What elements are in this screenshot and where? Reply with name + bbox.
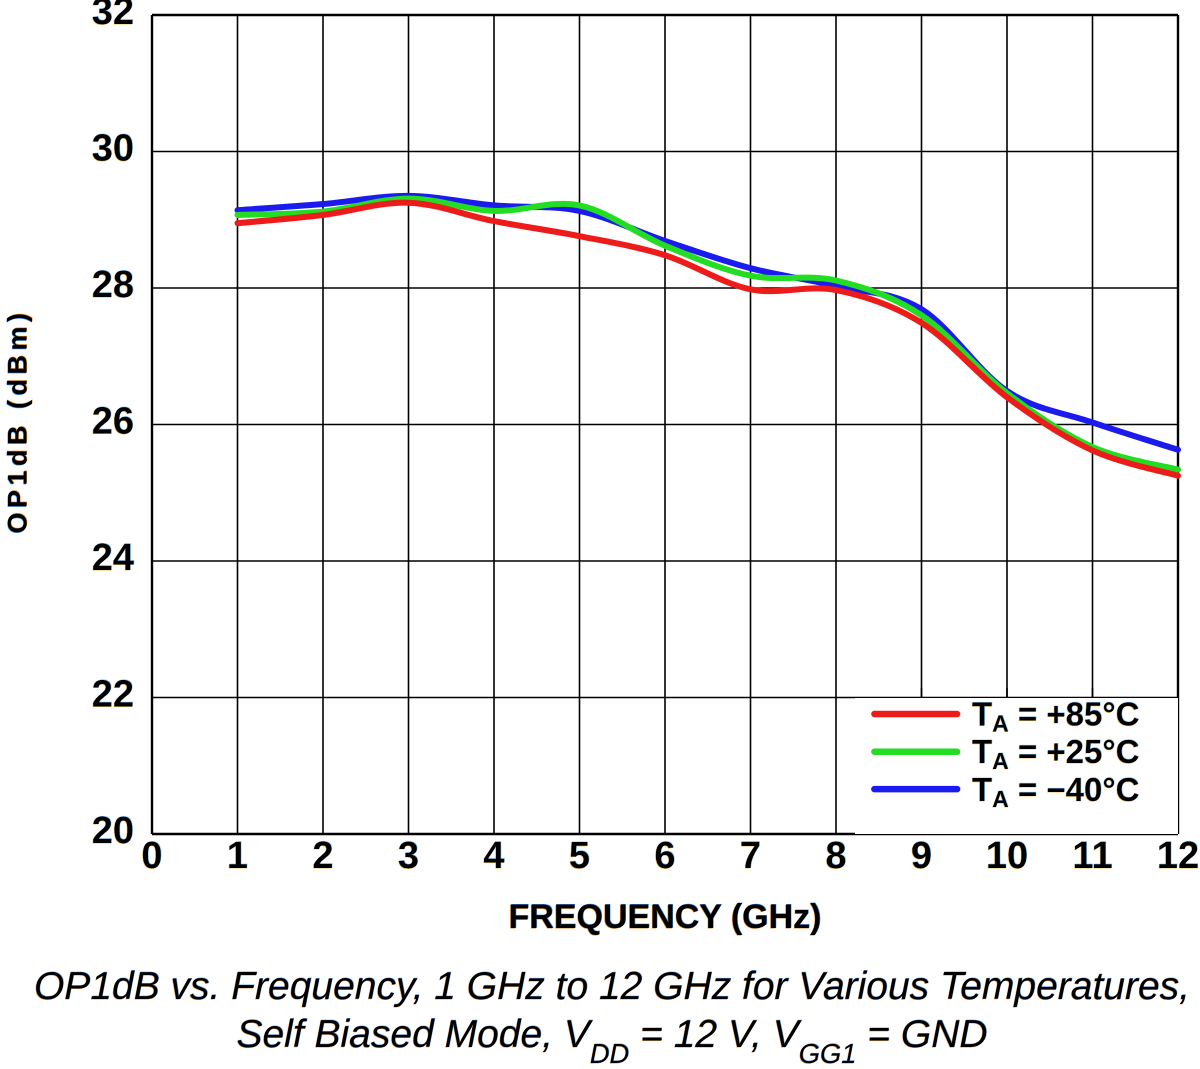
svg-text:3: 3 [398, 835, 419, 877]
svg-text:24: 24 [92, 537, 134, 579]
svg-text:26: 26 [92, 401, 134, 443]
svg-text:6: 6 [654, 835, 675, 877]
svg-text:8: 8 [825, 835, 846, 877]
svg-text:11: 11 [1072, 835, 1112, 877]
svg-text:12: 12 [1157, 835, 1199, 877]
svg-text:1: 1 [227, 835, 248, 877]
svg-text:28: 28 [92, 264, 134, 306]
svg-text:30: 30 [92, 128, 134, 170]
svg-text:32: 32 [92, 0, 134, 33]
svg-text:4: 4 [483, 835, 504, 877]
svg-text:20: 20 [92, 810, 134, 852]
svg-text:9: 9 [911, 835, 932, 877]
svg-text:10: 10 [986, 835, 1028, 877]
svg-text:7: 7 [740, 835, 761, 877]
svg-text:5: 5 [569, 835, 590, 877]
svg-text:2: 2 [312, 835, 333, 877]
svg-text:22: 22 [92, 674, 134, 716]
svg-text:0: 0 [141, 835, 162, 877]
